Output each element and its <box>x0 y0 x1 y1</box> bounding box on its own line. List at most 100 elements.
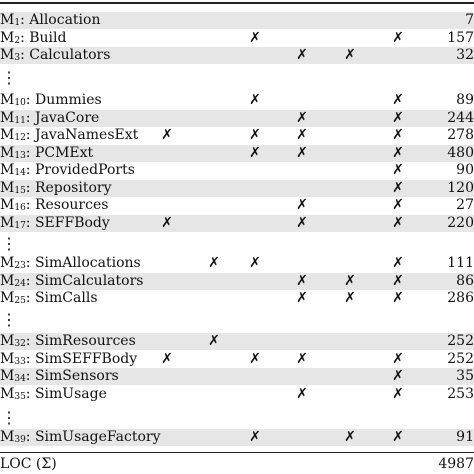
table-row: M23: SimAllocations ✗ ✗ ✗ 111 <box>0 255 474 272</box>
module-name: M2: Build <box>0 29 67 46</box>
cross-mark: ✗ <box>296 385 308 402</box>
cross-mark: ✗ <box>392 92 404 108</box>
cross-mark: ✗ <box>392 272 404 289</box>
cross-mark: ✗ <box>296 109 308 126</box>
module-name: M14: ProvidedPorts <box>0 162 135 178</box>
loc-value: 278 <box>447 127 474 143</box>
module-name: M32: SimResources <box>0 333 136 349</box>
loc-value: 480 <box>447 144 474 161</box>
loc-value: 32 <box>456 47 474 63</box>
table-row: M17: SEFFBody ✗ ✗ ✗ 220 <box>0 214 474 232</box>
cross-mark: ✗ <box>392 162 404 178</box>
module-name: M25: SimCalls <box>0 290 98 306</box>
cross-mark: ✗ <box>249 144 261 161</box>
table-row: M11: JavaCore ✗ ✗ 244 <box>0 109 474 127</box>
cross-mark: ✗ <box>249 255 261 271</box>
module-name: M33: SimSEFFBody <box>0 350 138 367</box>
module-name: M34: SimSensors <box>0 368 119 384</box>
module-name: M13: PCMExt <box>0 144 94 161</box>
cross-mark: ✗ <box>392 109 404 126</box>
module-name: M11: JavaCore <box>0 109 100 126</box>
cross-mark: ✗ <box>392 290 404 306</box>
cross-mark: ✗ <box>296 144 308 161</box>
cross-mark: ✗ <box>344 290 356 306</box>
table-row: M1: Allocation 7 <box>0 12 474 30</box>
loc-value: 91 <box>456 429 474 445</box>
cross-mark: ✗ <box>249 429 261 445</box>
cross-mark: ✗ <box>296 127 308 143</box>
loc-value: 253 <box>447 385 474 402</box>
cross-mark: ✗ <box>296 214 308 231</box>
table-row: M33: SimSEFFBody ✗ ✗ ✗ ✗ 252 <box>0 351 474 368</box>
cross-mark: ✗ <box>392 197 404 213</box>
total-row: LOC (Σ) 4987 <box>0 455 474 474</box>
table-row: M13: PCMExt ✗ ✗ ✗ 480 <box>0 144 474 162</box>
module-name: M23: SimAllocations <box>0 255 141 271</box>
module-name: M17: SEFFBody <box>0 214 110 231</box>
cross-mark: ✗ <box>344 429 356 445</box>
ellipsis-dots: ⋮ <box>1 68 17 87</box>
cross-mark: ✗ <box>344 272 356 289</box>
loc-value: 111 <box>447 255 474 271</box>
cross-mark: ✗ <box>161 350 173 367</box>
ellipsis-dots: ⋮ <box>1 408 17 427</box>
top-rule <box>0 2 474 4</box>
table-row: M3: Calculators ✗ ✗ 32 <box>0 47 474 65</box>
table-row: M10: Dummies ✗ ✗ 89 <box>0 92 474 109</box>
cross-mark: ✗ <box>392 179 404 196</box>
cross-mark: ✗ <box>249 350 261 367</box>
module-name: M15: Repository <box>0 179 112 196</box>
module-name: M12: JavaNamesExt <box>0 127 139 143</box>
cross-mark: ✗ <box>249 29 261 46</box>
module-name: M24: SimCalculators <box>0 272 144 289</box>
ellipsis-dots: ⋮ <box>1 234 17 253</box>
table-row: M15: Repository ✗ 120 <box>0 179 474 197</box>
table-row: M34: SimSensors ✗ 35 <box>0 368 474 386</box>
module-name: M10: Dummies <box>0 92 102 108</box>
loc-value: 252 <box>447 350 474 367</box>
module-name: M35: SimUsage <box>0 385 107 402</box>
loc-value: 7 <box>465 12 474 28</box>
loc-value: 89 <box>456 92 474 108</box>
loc-value: 244 <box>447 109 474 126</box>
cross-mark: ✗ <box>161 214 173 231</box>
table-row: M2: Build ✗ ✗ 157 <box>0 30 474 47</box>
cross-mark: ✗ <box>296 197 308 213</box>
cross-mark: ✗ <box>296 272 308 289</box>
cross-mark: ✗ <box>392 29 404 46</box>
table-row: M16: Resources ✗ ✗ 27 <box>0 197 474 214</box>
cross-mark: ✗ <box>296 47 308 63</box>
total-value: 4987 <box>438 456 474 472</box>
total-rule <box>0 452 474 453</box>
loc-value: 27 <box>456 197 474 213</box>
total-label: LOC (Σ) <box>0 456 57 472</box>
loc-value: 90 <box>456 162 474 178</box>
table-row: M14: ProvidedPorts ✗ 90 <box>0 162 474 179</box>
loc-value: 35 <box>456 368 474 384</box>
cross-mark: ✗ <box>249 92 261 108</box>
cross-mark: ✗ <box>296 290 308 306</box>
cross-mark: ✗ <box>208 333 220 349</box>
cross-mark: ✗ <box>392 255 404 271</box>
table-row: M25: SimCalls ✗ ✗ ✗ 286 <box>0 290 474 307</box>
cross-mark: ✗ <box>249 127 261 143</box>
module-name: M1: Allocation <box>0 12 101 28</box>
loc-value: 86 <box>456 272 474 289</box>
loc-value: 157 <box>447 29 474 46</box>
cross-mark: ✗ <box>392 429 404 445</box>
ellipsis-dots: ⋮ <box>1 310 17 329</box>
loc-value: 220 <box>447 214 474 231</box>
loc-value: 252 <box>447 333 474 349</box>
table-row: M39: SimUsageFactory ✗ ✗ ✗ 91 <box>0 429 474 447</box>
cross-mark: ✗ <box>392 144 404 161</box>
module-name: M3: Calculators <box>0 47 111 63</box>
cross-mark: ✗ <box>296 350 308 367</box>
cross-mark: ✗ <box>392 214 404 231</box>
table-row: M32: SimResources ✗ 252 <box>0 333 474 351</box>
cross-mark: ✗ <box>392 385 404 402</box>
table-row: M24: SimCalculators ✗ ✗ ✗ 86 <box>0 272 474 290</box>
module-name: M39: SimUsageFactory <box>0 429 161 445</box>
table-row: M12: JavaNamesExt ✗ ✗ ✗ ✗ 278 <box>0 127 474 144</box>
module-name: M16: Resources <box>0 197 109 213</box>
